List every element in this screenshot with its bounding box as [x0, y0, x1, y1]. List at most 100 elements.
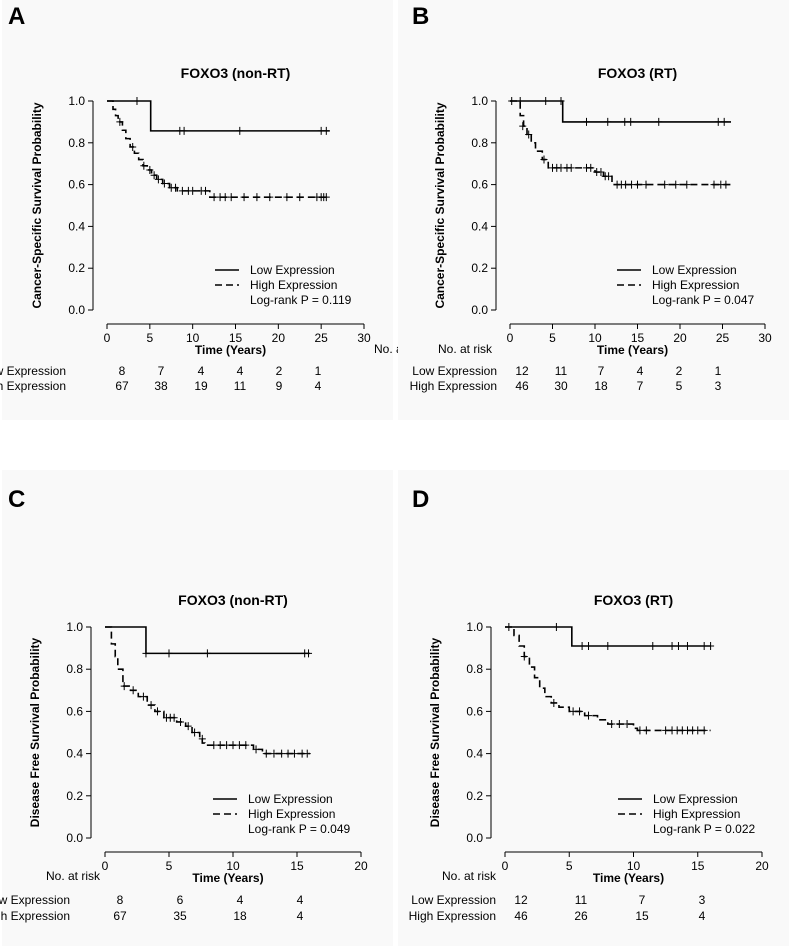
panel-background: [2, 470, 393, 946]
risk-count: 3: [715, 379, 722, 393]
censor-mark: [216, 741, 224, 750]
log-rank-annotation: Log-rank P = 0.022: [653, 822, 756, 836]
censor-mark: [710, 180, 718, 189]
series-low-expression: [505, 623, 715, 650]
risk-count: 6: [177, 893, 184, 907]
risk-row-label: Low Expression: [412, 364, 497, 378]
y-tick-label: 0.0: [471, 303, 488, 317]
risk-count: 30: [554, 379, 568, 393]
censor-mark: [210, 193, 218, 202]
risk-count: 46: [515, 379, 529, 393]
risk-count: 26: [574, 909, 588, 923]
x-tick-label: 20: [272, 331, 286, 345]
chart-title: FOXO3 (RT): [598, 65, 677, 81]
censor-mark: [305, 649, 313, 658]
series-high-expression: [510, 100, 731, 189]
risk-count: 67: [113, 909, 127, 923]
risk-count: 2: [676, 364, 683, 378]
censor-mark: [622, 180, 630, 189]
censor-mark: [242, 741, 250, 750]
x-axis-title: Time (Years): [597, 343, 668, 357]
log-rank-annotation: Log-rank P = 0.047: [652, 293, 755, 307]
x-axis-title: Time (Years): [195, 343, 266, 357]
x-tick-label: 5: [166, 859, 173, 873]
censor-mark: [322, 193, 330, 202]
axes: 0.0 0.2 0.4 0.6 0.8 1.0 0 5 10 15 20 25 30: [471, 94, 772, 345]
censor-mark: [628, 180, 636, 189]
risk-row-label: Low Expression: [0, 364, 66, 378]
censor-mark: [290, 749, 298, 758]
y-tick-label: 0.2: [471, 261, 488, 275]
km-curve: [105, 626, 310, 755]
log-rank-annotation: Log-rank P = 0.049: [248, 822, 351, 836]
series-high-expression: [505, 626, 711, 735]
risk-count: 2: [276, 364, 283, 378]
risk-table-header: No. at risk: [442, 869, 497, 883]
censor-mark: [552, 623, 560, 631]
censor-mark: [270, 749, 278, 758]
risk-count: 8: [117, 893, 124, 907]
km-curve: [107, 100, 330, 198]
censor-mark: [569, 707, 577, 716]
x-tick-label: 20: [755, 859, 769, 873]
axes: 0.0 0.2 0.4 0.6 0.8 1.0 0 5 10 15 20: [66, 620, 368, 873]
risk-count: 4: [297, 909, 304, 923]
series-low-expression: [107, 97, 330, 135]
censor-mark: [655, 117, 663, 126]
x-axis-title: Time (Years): [593, 871, 664, 885]
censor-mark: [252, 745, 260, 754]
y-tick-label: 0.2: [466, 789, 483, 803]
censor-mark: [146, 165, 154, 174]
censor-mark: [583, 117, 590, 126]
censor-mark: [683, 641, 691, 650]
legend-label-high: High Expression: [248, 807, 335, 821]
x-tick-label: 30: [357, 331, 371, 345]
censor-mark: [576, 707, 584, 716]
risk-count: 19: [194, 379, 208, 393]
legend-label-high: High Expression: [653, 807, 740, 821]
chart-title: FOXO3 (non-RT): [181, 65, 291, 81]
censor-mark: [236, 126, 244, 135]
y-tick-label: 0.4: [68, 219, 85, 233]
censor-mark: [578, 641, 586, 650]
risk-row-label: High Expression: [410, 379, 497, 393]
censor-mark: [525, 130, 533, 139]
x-tick-label: 0: [102, 859, 109, 873]
censor-mark: [266, 193, 274, 202]
y-tick-label: 0.0: [68, 303, 85, 317]
x-tick-label: 10: [588, 331, 602, 345]
legend-label-low: Low Expression: [248, 792, 333, 806]
censor-mark: [722, 180, 730, 189]
censor-mark: [189, 186, 197, 195]
risk-count: 15: [635, 909, 649, 923]
y-axis-title: Cancer-Specific Survival Probability: [433, 102, 447, 308]
censor-mark: [150, 171, 158, 180]
y-tick-label: 0.2: [66, 789, 83, 803]
y-tick-label: 0.8: [66, 662, 83, 676]
censor-mark: [202, 186, 210, 195]
censor-mark: [160, 179, 168, 188]
panel-background: [398, 470, 789, 946]
axes: 0.0 0.2 0.4 0.6 0.8 1.0 0 5 10 15 20 25 30: [68, 94, 371, 345]
censor-mark: [133, 97, 141, 105]
legend-label-high: High Expression: [250, 278, 337, 292]
censor-mark: [661, 180, 669, 189]
censor-mark: [604, 117, 612, 126]
y-tick-label: 0.4: [466, 747, 483, 761]
legend-label-low: Low Expression: [652, 263, 737, 277]
censor-mark: [278, 749, 286, 758]
km-curve: [505, 626, 711, 647]
censor-mark: [604, 641, 612, 650]
x-tick-label: 10: [627, 859, 641, 873]
x-tick-label: 5: [146, 331, 153, 345]
x-tick-label: 20: [354, 859, 368, 873]
risk-count: 11: [555, 364, 568, 378]
risk-count: 4: [297, 893, 304, 907]
x-tick-label: 30: [758, 331, 772, 345]
legend-label-low: Low Expression: [653, 792, 738, 806]
x-tick-label: 0: [507, 331, 514, 345]
censor-mark: [229, 741, 237, 750]
censor-mark: [129, 686, 137, 695]
risk-count: 7: [158, 364, 165, 378]
censor-mark: [672, 180, 680, 189]
